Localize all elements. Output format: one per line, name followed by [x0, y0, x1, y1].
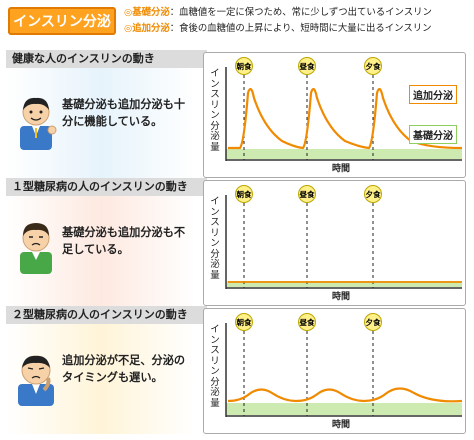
chart-type1-svg — [225, 195, 462, 289]
term-basal: 基礎分泌 — [132, 7, 170, 18]
statement-panel: 基礎分泌も追加分泌も十分に機能している。 — [6, 68, 196, 178]
type1-person-icon — [20, 223, 52, 274]
section-header: 健康な人のインスリンの動き — [6, 50, 207, 68]
basal-band — [226, 281, 462, 287]
chart-healthy: インスリン分泌量 時間 朝食 昼食 夕食 追加分泌 基礎分泌 — [203, 52, 466, 178]
statement-text: 基礎分泌も追加分泌も十分に機能している。 — [62, 98, 186, 128]
desc-basal: ：血糖値を一定に保つため、常に少しずつ出ているインスリン — [169, 7, 432, 18]
meal-breakfast: 朝食 — [235, 313, 253, 331]
definition-additional: ◎追加分泌：食後の血糖値の上昇により、短時間に大量に出るインスリン — [124, 23, 432, 34]
section-healthy: 健康な人のインスリンの動き 基礎分泌も追加分泌も十分に機能している。 インスリン… — [6, 50, 468, 178]
chart-type2-svg — [225, 323, 463, 417]
statement-text: 基礎分泌も追加分泌も不足している。 — [62, 226, 186, 256]
desc-additional: ：食後の血糖値の上昇により、短時間に大量に出るインスリン — [169, 23, 432, 34]
y-label: インスリン分泌量 — [210, 196, 220, 281]
meal-lunch: 昼食 — [298, 313, 316, 331]
chart-type1: インスリン分泌量 時間 朝食 昼食 夕食 — [203, 180, 466, 306]
insulin-curve — [228, 87, 463, 150]
section-header: １型糖尿病の人のインスリンの動き — [6, 178, 207, 196]
section-header: ２型糖尿病の人のインスリンの動き — [6, 306, 207, 324]
type2-person-icon — [18, 355, 54, 406]
basal-band — [226, 403, 462, 415]
x-label: 時間 — [332, 292, 351, 302]
chart-healthy-svg — [225, 67, 463, 161]
legend-additional: 追加分泌 — [409, 85, 457, 104]
legend-basal: 基礎分泌 — [409, 125, 457, 144]
meal-dinner: 夕食 — [364, 57, 382, 75]
page-title: インスリン分泌 — [8, 7, 116, 35]
insulin-curve — [227, 387, 463, 403]
x-label: 時間 — [332, 164, 351, 174]
meal-dinner: 夕食 — [364, 185, 382, 203]
meal-lunch: 昼食 — [298, 185, 316, 203]
y-label: インスリン分泌量 — [210, 324, 220, 409]
meal-breakfast: 朝食 — [235, 57, 253, 75]
statement-panel: 追加分泌が不足、分泌のタイミングも遅い。 — [6, 324, 196, 434]
statement-text: 追加分泌が不足、分泌のタイミングも遅い。 — [62, 354, 186, 384]
section-type1: １型糖尿病の人のインスリンの動き 基礎分泌も追加分泌も不足している。 インスリン… — [6, 178, 468, 306]
basal-band — [226, 149, 462, 159]
term-additional: 追加分泌 — [132, 23, 170, 34]
healthy-person-icon — [20, 97, 57, 150]
meal-dinner: 夕食 — [364, 313, 382, 331]
chart-type2: インスリン分泌量 時間 朝食 昼食 夕食 — [203, 308, 466, 434]
meal-breakfast: 朝食 — [235, 185, 253, 203]
definitions: ◎基礎分泌：血糖値を一定に保つため、常に少しずつ出ているインスリン ◎追加分泌：… — [124, 5, 432, 37]
statement-panel: 基礎分泌も追加分泌も不足している。 — [6, 196, 196, 306]
y-label: インスリン分泌量 — [210, 68, 220, 153]
meal-lunch: 昼食 — [298, 57, 316, 75]
x-label: 時間 — [332, 420, 351, 430]
definition-basal: ◎基礎分泌：血糖値を一定に保つため、常に少しずつ出ているインスリン — [124, 7, 432, 18]
section-type2: ２型糖尿病の人のインスリンの動き 追加分泌が不足、分泌のタイミングも遅い。 イン… — [6, 306, 468, 434]
